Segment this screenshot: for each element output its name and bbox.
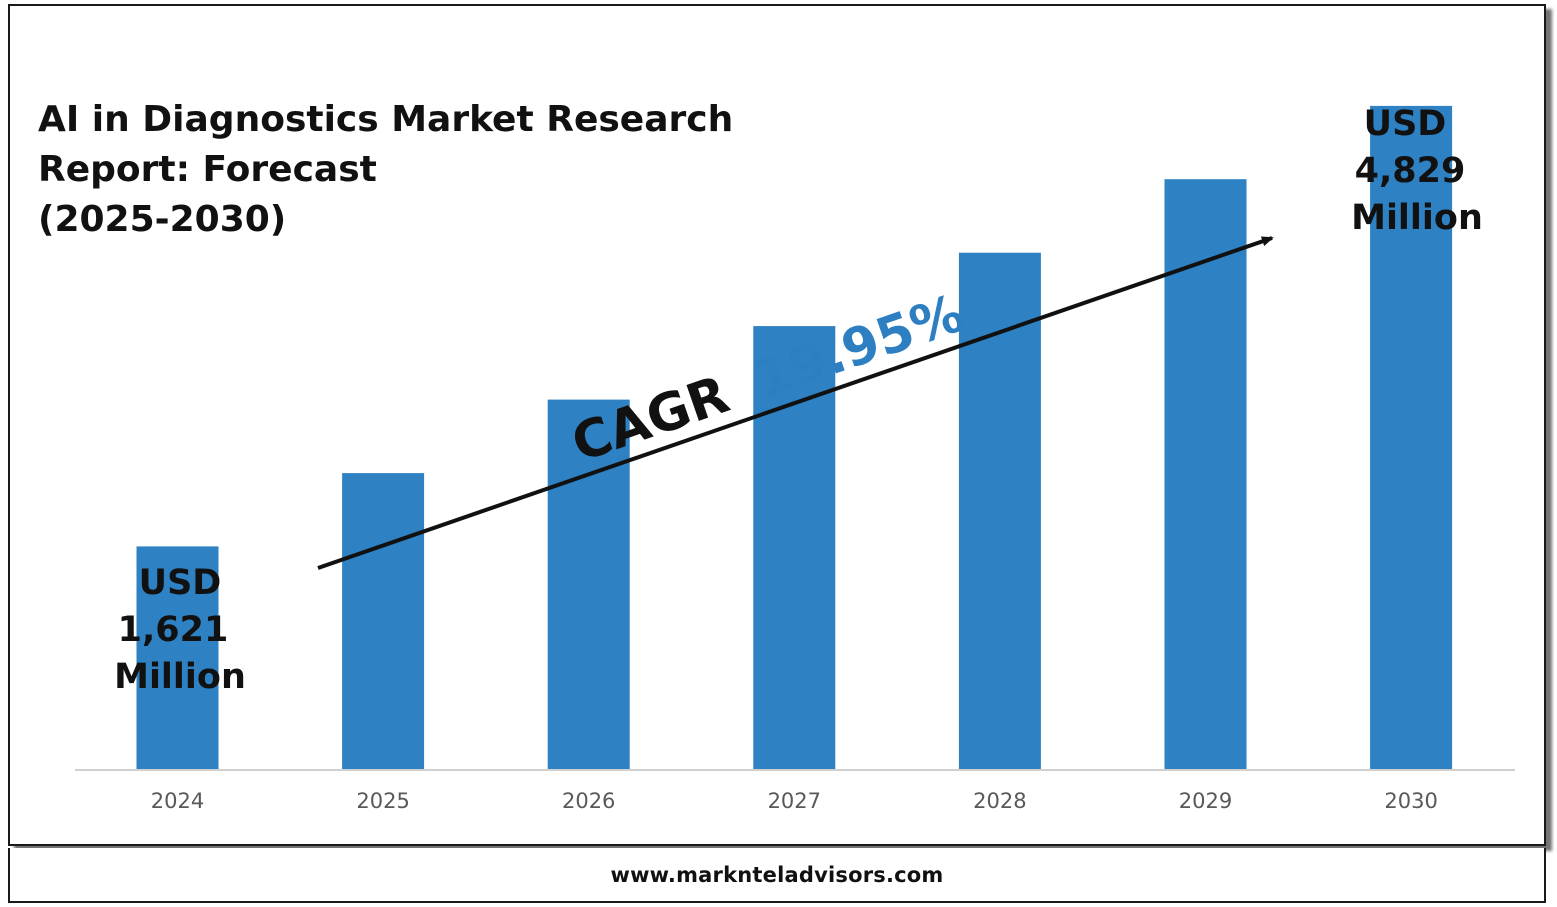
growth-trend-arrow	[317, 236, 1274, 570]
x-tick-label-2026: 2026	[562, 789, 615, 813]
start-value-annotation: USD 1,621 Million	[114, 563, 246, 697]
footer: www.marknteladvisors.com	[8, 848, 1546, 903]
bar-2027	[753, 326, 836, 769]
start-value-line-1: USD	[139, 563, 222, 603]
start-value-line-2: 1,621	[118, 610, 229, 650]
chart-title-line-1: AI in Diagnostics Market Research	[38, 99, 733, 140]
x-tick-label-2025: 2025	[356, 789, 409, 813]
x-tick-label-2029: 2029	[1179, 789, 1232, 813]
x-tick-label-2028: 2028	[973, 789, 1026, 813]
bar-2026	[547, 399, 630, 769]
end-value-line-1: USD	[1364, 104, 1447, 144]
x-tick-label-2024: 2024	[151, 789, 204, 813]
bar-2029	[1164, 179, 1247, 769]
end-value-line-2: 4,829	[1355, 151, 1466, 191]
bar-2024	[136, 546, 219, 769]
end-value-annotation: USD 4,829 Million	[1351, 104, 1483, 238]
x-tick-label-2027: 2027	[768, 789, 821, 813]
bar-2030	[1370, 105, 1453, 769]
bar-series	[136, 105, 1453, 769]
x-axis-tick-labels: 2024 2025 2026 2027 2028 2029 2030	[151, 789, 1438, 813]
chart-title-line-2: Report: Forecast	[38, 149, 377, 190]
end-value-line-3: Million	[1351, 198, 1483, 238]
x-tick-label-2030: 2030	[1384, 789, 1437, 813]
cagr-prefix: CAGR	[565, 365, 737, 474]
website-url[interactable]: www.marknteladvisors.com	[610, 863, 944, 887]
bar-2028	[958, 252, 1041, 769]
chart-title-line-3: (2025-2030)	[38, 199, 286, 240]
start-value-line-3: Million	[114, 657, 246, 697]
cagr-value: 19.95%	[747, 283, 971, 411]
chart-title: AI in Diagnostics Market Research Report…	[38, 99, 733, 240]
bar-2025	[342, 473, 425, 769]
